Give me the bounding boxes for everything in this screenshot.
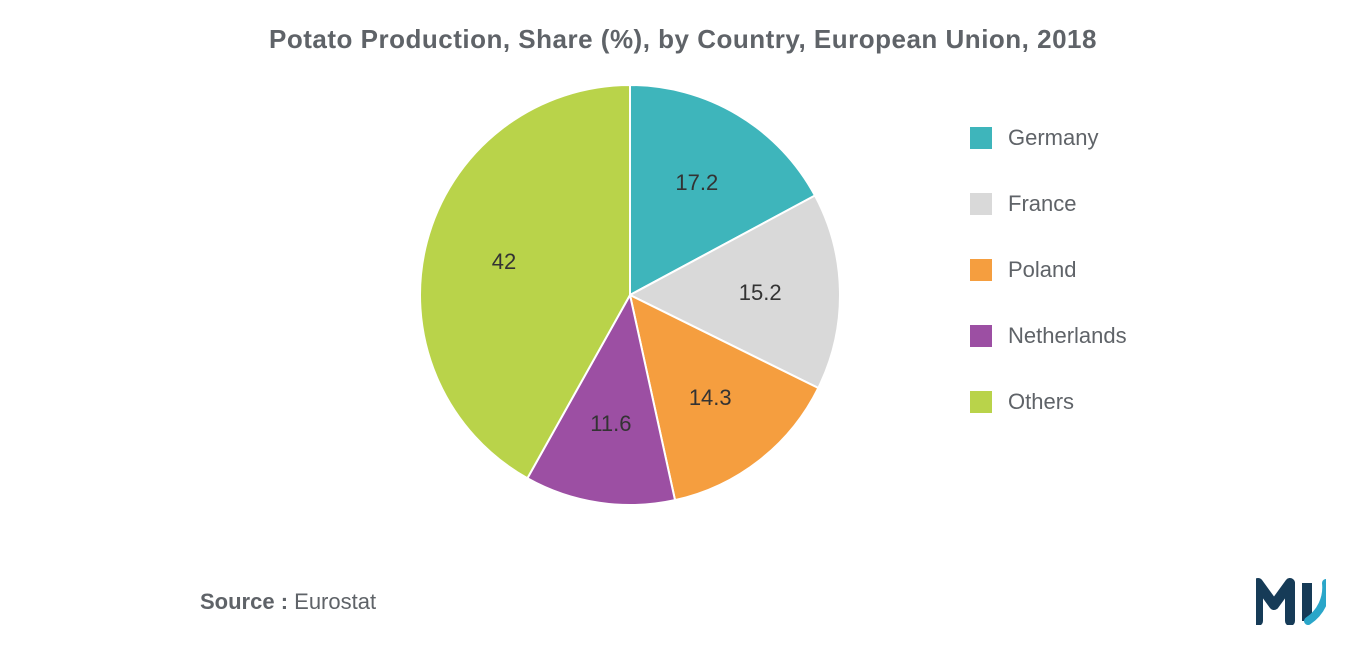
pie-value-label: 42 [492,249,516,275]
legend-item: Netherlands [970,323,1127,349]
chart-title: Potato Production, Share (%), by Country… [40,24,1326,55]
legend: Germany France Poland Netherlands Others [970,125,1127,415]
legend-item: Germany [970,125,1127,151]
legend-item: Others [970,389,1127,415]
legend-swatch [970,391,992,413]
legend-label: Poland [1008,257,1077,283]
mi-logo [1256,575,1326,625]
pie-value-label: 14.3 [689,385,732,411]
legend-swatch [970,127,992,149]
mi-logo-svg [1256,575,1326,625]
legend-item: Poland [970,257,1127,283]
pie-value-label: 15.2 [739,280,782,306]
legend-swatch [970,325,992,347]
source-label: Source : [200,589,288,614]
pie-chart: 17.2 15.2 14.3 11.6 42 [420,85,840,505]
pie-value-label: 11.6 [590,411,631,437]
legend-label: France [1008,191,1076,217]
legend-label: Germany [1008,125,1098,151]
legend-label: Others [1008,389,1074,415]
legend-swatch [970,193,992,215]
source-value: Eurostat [288,589,376,614]
source: Source : Eurostat [200,589,376,615]
chart-area: 17.2 15.2 14.3 11.6 42 Germany France Poland Ne… [40,75,1326,535]
legend-swatch [970,259,992,281]
chart-container: Potato Production, Share (%), by Country… [0,0,1366,655]
pie-value-label: 17.2 [675,170,718,196]
legend-item: France [970,191,1127,217]
legend-label: Netherlands [1008,323,1127,349]
